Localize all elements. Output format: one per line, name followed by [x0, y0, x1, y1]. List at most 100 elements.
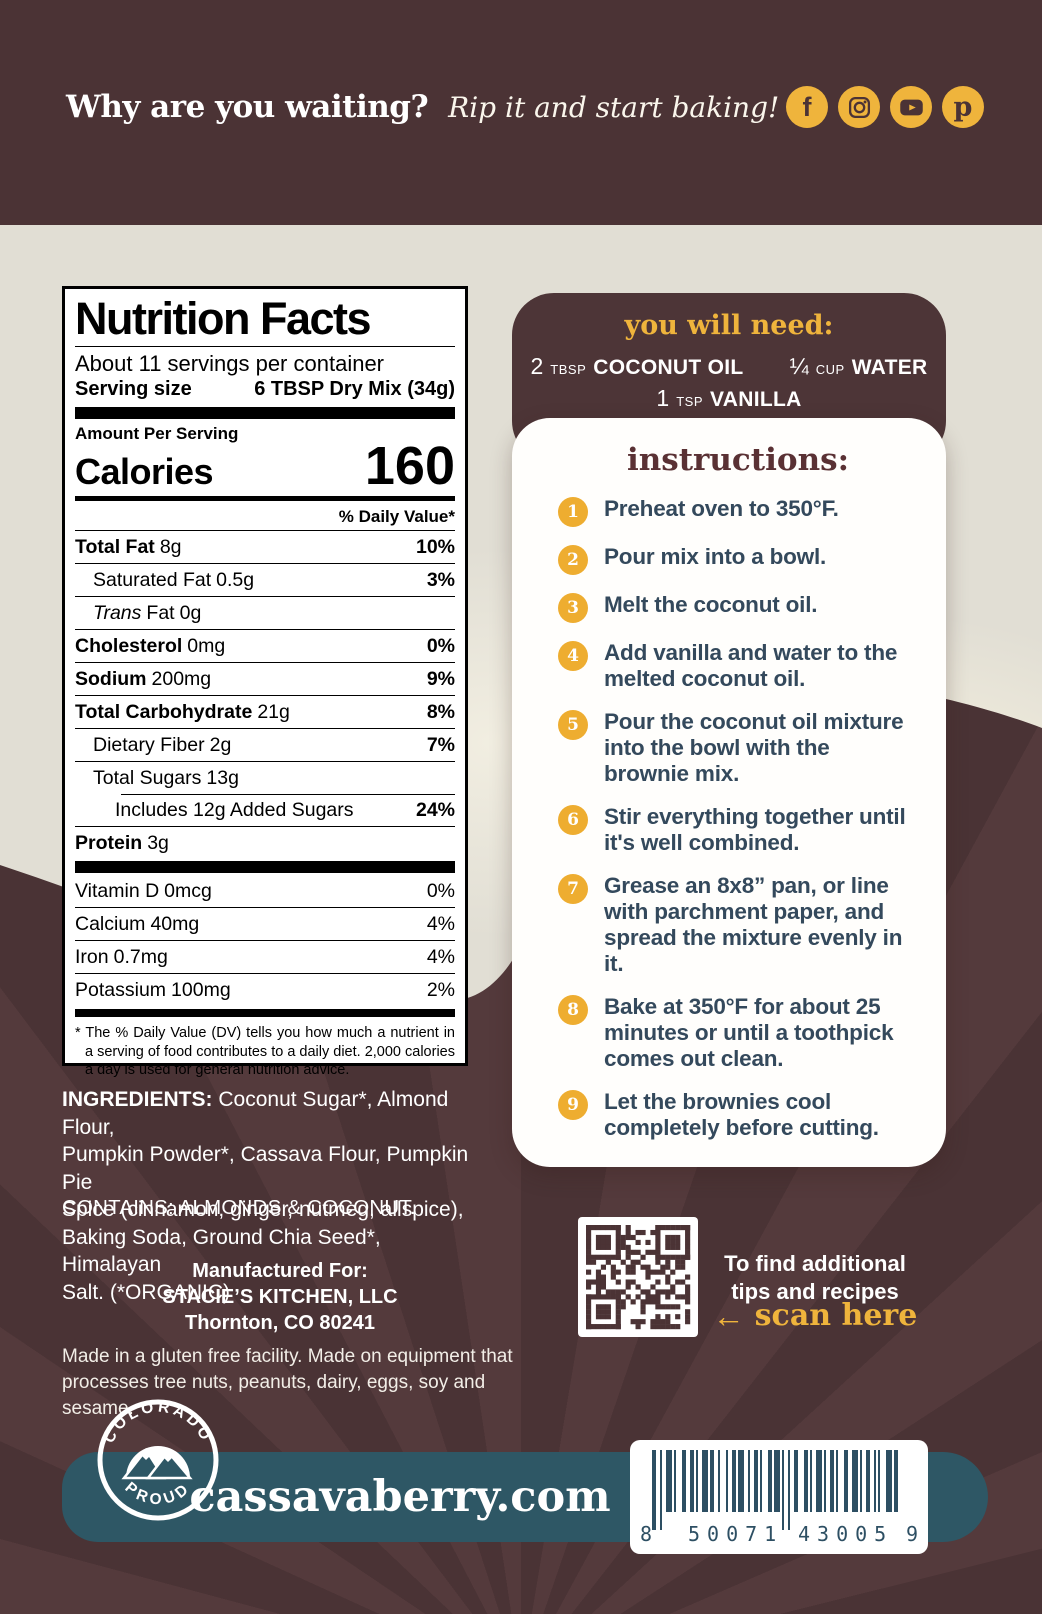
- serving-size-row: Serving size 6 TBSP Dry Mix (34g): [75, 377, 455, 405]
- step-number-badge: 3: [558, 593, 588, 623]
- divider-bottom: [75, 1009, 455, 1018]
- vitamin-dv: 4%: [426, 946, 455, 969]
- instruction-step: 7 Grease an 8x8” pan, or line with parchm…: [558, 873, 918, 977]
- nutrient-amount: 0.5g: [216, 569, 255, 592]
- facebook-glyph: f: [802, 91, 812, 122]
- scan-here: ← scan here: [690, 1298, 940, 1333]
- instructions-title: instructions:: [626, 442, 850, 478]
- step-text: Melt the coconut oil.: [604, 592, 818, 617]
- tagline: Rip it and start baking!: [448, 90, 780, 124]
- serving-size-value: 6 TBSP Dry Mix (34g): [254, 378, 455, 401]
- step-text: Let the brownies cool completely before …: [604, 1089, 879, 1140]
- nutrient-row: Saturated Fat 0.5g 3%: [75, 563, 455, 596]
- vitamin-name: Vitamin D: [75, 880, 160, 903]
- instagram-icon: [838, 86, 880, 128]
- need-unit: TBSP: [550, 362, 587, 377]
- nutrient-name: Dietary Fiber: [93, 734, 205, 757]
- manufacturer-address: Thornton, CO 80241: [184, 1312, 376, 1334]
- nutrient-name: Total Fat: [75, 536, 155, 559]
- manufacturer-name: STACIE’S KITCHEN, LLC: [162, 1286, 398, 1308]
- vitamin-row: Calcium 40mg 4%: [75, 907, 455, 940]
- need-name: WATER: [851, 356, 928, 379]
- nutrient-dv: 9%: [426, 668, 455, 691]
- step-number-badge: 8: [558, 995, 588, 1025]
- step-text: Preheat oven to 350°F.: [604, 496, 839, 521]
- nutrient-amount: 13g: [206, 767, 239, 790]
- nutrient-amount: 21g: [257, 701, 290, 724]
- vitamin-amount: 0.7mg: [113, 946, 168, 969]
- headline: Why are you waiting?: [66, 89, 429, 125]
- mountain-right: [145, 1450, 193, 1480]
- step-text: Stir everything together until it's well…: [604, 804, 906, 855]
- instructions-list: 1 Preheat oven to 350°F. 2 Pour mix into a …: [558, 496, 918, 1141]
- nutrient-row: Total Carbohydrate 21g 8%: [75, 695, 455, 728]
- calories-row: Calories 160: [75, 436, 455, 497]
- nutrient-row: Dietary Fiber 2g 7%: [75, 728, 455, 761]
- ingredients-label: INGREDIENTS:: [62, 1088, 213, 1111]
- nutrient-row: Protein 3g: [75, 826, 455, 859]
- nutrient-amount: 2g: [209, 734, 232, 757]
- nutrient-name: Total Sugars: [93, 767, 202, 790]
- svg-text:COLORADO: COLORADO: [101, 1399, 216, 1446]
- need-item: 1 TSP VANILLA: [656, 385, 801, 412]
- step-text: Pour mix into a bowl.: [604, 544, 827, 569]
- step-text: Bake at 350°F for about 25 minutes or un…: [604, 994, 894, 1071]
- nutrient-amount: 0g: [179, 602, 202, 625]
- vitamin-name: Calcium: [75, 913, 146, 936]
- vitamin-name: Potassium: [75, 979, 167, 1002]
- barcode-digit: 8: [640, 1522, 653, 1546]
- need-unit: TSP: [676, 394, 704, 409]
- nutrient-amount: 0mg: [187, 635, 226, 658]
- qr-caption-line2: tips and recipes: [731, 1279, 899, 1304]
- step-number-badge: 5: [558, 710, 588, 740]
- amount-per-serving: Amount Per Serving: [75, 424, 239, 444]
- instruction-step: 6 Stir everything together until it's wel…: [558, 804, 918, 856]
- manufacturer-block: Manufactured For: STACIE’S KITCHEN, LLC …: [120, 1258, 440, 1336]
- nutrient-dv: 3%: [426, 569, 455, 592]
- nutrient-amount: 8g: [159, 536, 182, 559]
- step-text: Pour the coconut oil mixture into the bo…: [604, 709, 904, 786]
- daily-value-footnote: * The % Daily Value (DV) tells you how m…: [75, 1025, 455, 1078]
- ingredients-text: INGREDIENTS: Coconut Sugar*, Almond Flou…: [62, 1086, 476, 1306]
- need-qty: 2: [530, 353, 544, 379]
- nutrient-amount: 3g: [147, 832, 169, 855]
- need-unit: CUP: [815, 362, 845, 377]
- need-name: COCONUT OIL: [593, 356, 744, 379]
- step-number-badge: 1: [558, 497, 588, 527]
- barcode-digit: 43005: [798, 1522, 894, 1546]
- instruction-step: 4 Add vanilla and water to the melted coc…: [558, 640, 918, 692]
- nutrient-name: Total Carbohydrate: [75, 701, 253, 724]
- nutrient-row: Total Fat 8g 10%: [75, 531, 455, 563]
- divider-medium: [75, 496, 455, 502]
- vitamin-name: Iron: [75, 946, 109, 969]
- youtube-icon: [890, 86, 932, 128]
- step-text: Grease an 8x8” pan, or line with parchme…: [604, 873, 903, 976]
- nutrition-title: Nutrition Facts: [75, 295, 455, 348]
- you-will-need-row: 2 TBSP COCONUT OIL ¼ CUP WATER: [512, 353, 946, 380]
- nutrient-row: Trans Fat 0g: [75, 596, 455, 629]
- vitamin-dv: 4%: [426, 913, 455, 936]
- nutrient-name: Cholesterol: [75, 635, 183, 658]
- vitamin-row: Potassium 100mg 2%: [75, 973, 455, 1006]
- nutrient-name: Fat: [146, 602, 175, 625]
- nutrient-row: Sodium 200mg 9%: [75, 662, 455, 695]
- nutrient-dv: 7%: [426, 734, 455, 757]
- calories-value: 160: [364, 436, 455, 497]
- step-number-badge: 9: [558, 1090, 588, 1120]
- step-number-badge: 6: [558, 805, 588, 835]
- svg-text:PROUD: PROUD: [122, 1479, 195, 1508]
- facility-note: Made in a gluten free facility. Made on …: [62, 1346, 513, 1419]
- nutrient-dv: 8%: [426, 701, 455, 724]
- nutrient-dv: 10%: [415, 536, 455, 559]
- instruction-step: 8 Bake at 350°F for about 25 minutes or u…: [558, 994, 918, 1072]
- need-qty: ¼: [789, 353, 809, 379]
- nutrient-name-italic: Trans: [93, 602, 142, 625]
- serving-size-label: Serving size: [75, 378, 192, 401]
- need-qty: 1: [656, 385, 670, 411]
- need-item: ¼ CUP WATER: [790, 353, 928, 380]
- divider-thick: [75, 861, 455, 874]
- vitamin-amount: 100mg: [171, 979, 231, 1002]
- need-name: VANILLA: [710, 388, 802, 411]
- calories-label: Calories: [75, 451, 214, 493]
